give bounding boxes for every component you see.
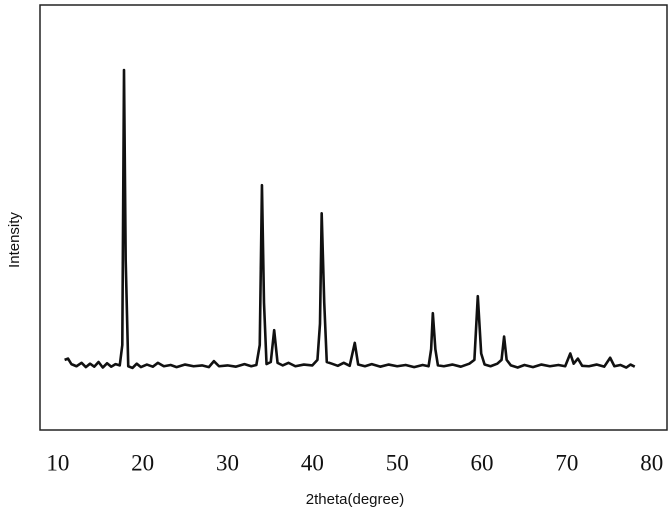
x-tick-label: 80 [640, 450, 663, 475]
x-tick-label: 20 [131, 450, 154, 475]
x-tick-label: 30 [216, 450, 239, 475]
y-axis-title: Intensity [6, 212, 23, 268]
x-tick-label: 40 [301, 450, 324, 475]
x-tick-label: 60 [471, 450, 494, 475]
x-tick-label: 70 [555, 450, 578, 475]
x-tick-label: 10 [46, 450, 69, 475]
x-tick-label: 50 [386, 450, 409, 475]
chart: 2theta(degree) Intensity 10 20 30 40 50 60 70 8… [0, 0, 671, 521]
xrd-line [65, 70, 635, 368]
x-axis-title: 2theta(degree) [306, 491, 404, 508]
